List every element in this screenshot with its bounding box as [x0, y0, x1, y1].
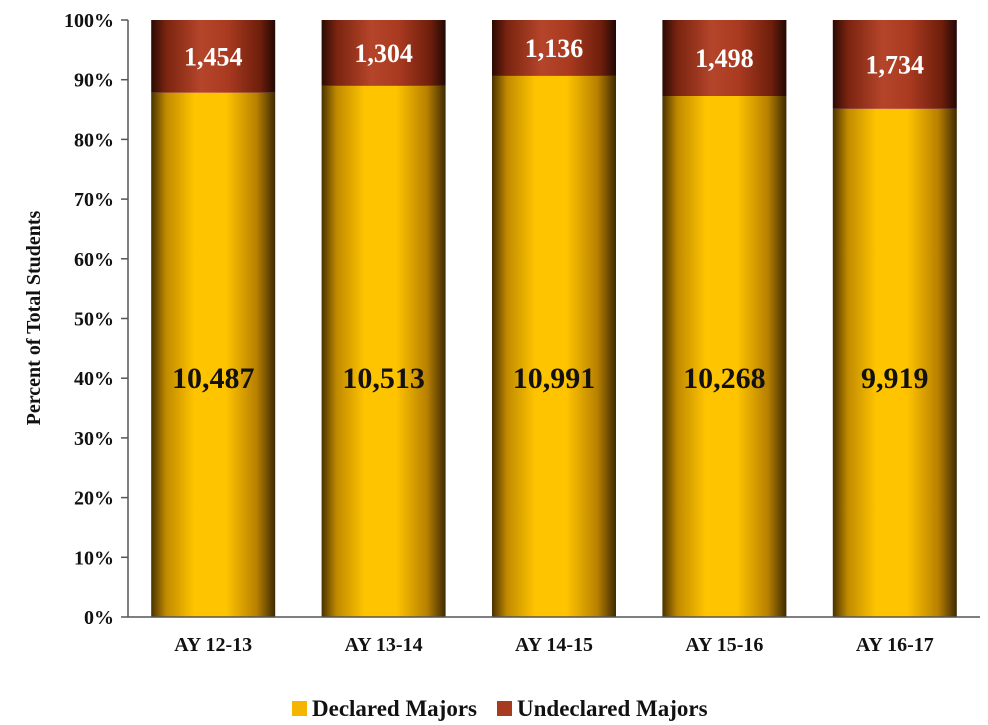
- x-tick-label: AY 13-14: [345, 634, 423, 656]
- bar-declared: [662, 96, 787, 618]
- y-axis-label: Percent of Total Students: [23, 210, 45, 425]
- bar-undeclared: [832, 20, 957, 109]
- data-label-declared: 10,991: [513, 362, 596, 395]
- y-tick-label: 90%: [74, 70, 114, 92]
- bar-declared: [492, 75, 616, 617]
- x-tick-label: AY 12-13: [174, 634, 252, 656]
- legend-label: Undeclared Majors: [517, 696, 708, 721]
- y-axis: 0% 10% 20% 30% 40% 50% 60% 70% 80% 90% 100%: [64, 10, 129, 629]
- y-tick-label: 100%: [64, 10, 114, 32]
- data-label-declared: 10,513: [342, 362, 425, 395]
- data-label-undeclared: 1,454: [184, 42, 243, 71]
- y-tick-label: 60%: [74, 249, 114, 271]
- y-tick-label: 40%: [74, 368, 114, 390]
- bar-undeclared: [662, 20, 787, 97]
- bar-declared: [321, 85, 446, 617]
- x-tick-label: AY 16-17: [856, 634, 934, 656]
- data-label-declared: 10,268: [683, 362, 766, 395]
- bar-undeclared: [151, 20, 276, 93]
- data-label-undeclared: 1,498: [695, 44, 754, 73]
- y-tick-label: 20%: [74, 488, 114, 510]
- bar-declared: [832, 108, 957, 617]
- bars-group: 10,487 1,454 10,513 1,304 10,991 1,136 10,268 1…: [151, 20, 957, 618]
- y-tick-label: 30%: [74, 428, 114, 450]
- y-tick-label: 10%: [74, 547, 114, 569]
- legend-swatch: [497, 701, 512, 716]
- legend-label: Declared Majors: [312, 696, 477, 721]
- data-label-undeclared: 1,734: [866, 50, 925, 79]
- data-label-undeclared: 1,136: [525, 34, 584, 63]
- bar-undeclared: [492, 20, 616, 76]
- legend: Declared Majors Undeclared Majors: [292, 696, 708, 721]
- y-tick-label: 80%: [74, 129, 114, 151]
- data-label-declared: 9,919: [861, 362, 929, 395]
- x-tick-label: AY 15-16: [685, 634, 763, 656]
- bar-undeclared: [321, 20, 446, 86]
- data-label-undeclared: 1,304: [354, 39, 413, 68]
- legend-swatch: [292, 701, 307, 716]
- bar-declared: [151, 92, 276, 617]
- y-tick-label: 50%: [74, 309, 114, 331]
- y-tick-label: 0%: [84, 607, 114, 629]
- data-label-declared: 10,487: [172, 362, 255, 395]
- y-tick-label: 70%: [74, 189, 114, 211]
- x-tick-label: AY 14-15: [515, 634, 593, 656]
- x-axis-labels: AY 12-13 AY 13-14 AY 14-15 AY 15-16 AY 16-17: [174, 634, 934, 656]
